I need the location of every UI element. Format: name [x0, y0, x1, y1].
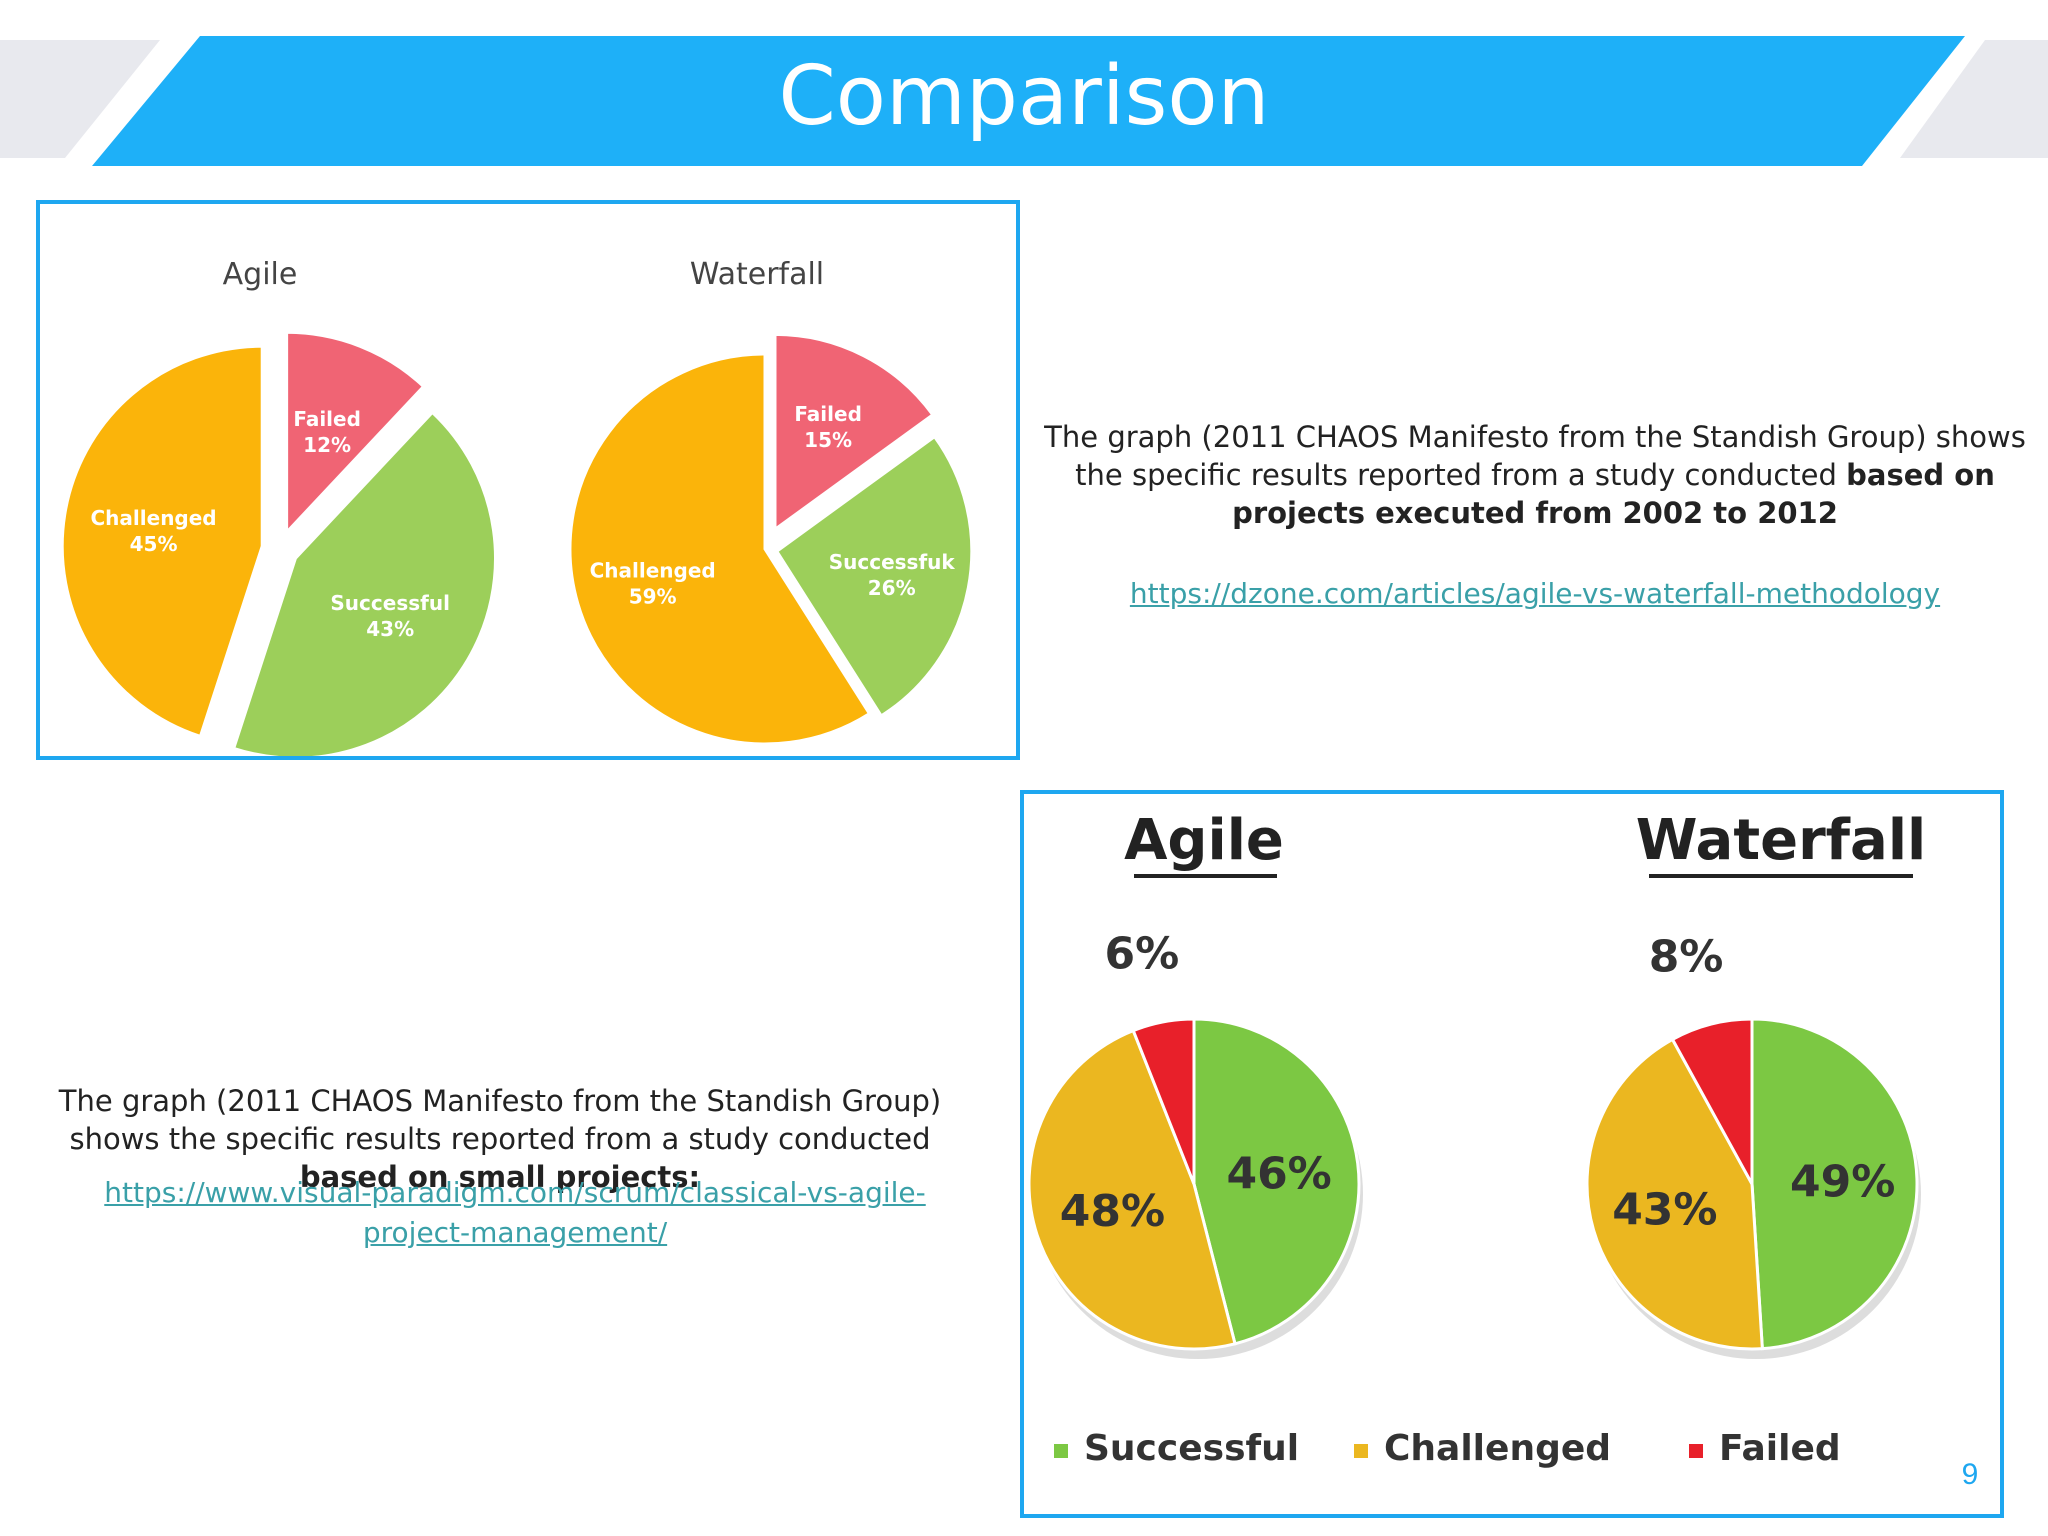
legend-label-successful: Successful [1084, 1428, 1299, 1469]
header-band [0, 36, 2048, 166]
title-underline [1649, 874, 1913, 878]
pie-title-agile: Agile [1124, 808, 1284, 873]
pie-title-waterfall: Waterfall [1636, 808, 1926, 873]
slice-value-label: 49% [1790, 1157, 1895, 1208]
title-underline [1134, 874, 1277, 878]
pie-waterfall-bottom: 49% 43% 8% [1585, 931, 1921, 1359]
slice-value-label: 15% [804, 428, 852, 452]
slide-title: Comparison [778, 49, 1270, 144]
pie-slice-successfuk [774, 434, 974, 718]
legend-swatch-challenged [1354, 1444, 1368, 1458]
caption-bottom: The graph (2011 CHAOS Manifesto from the… [20, 1082, 980, 1196]
slice-label: Failed [794, 402, 862, 426]
caption-bottom-bold: based on small projects: [299, 1160, 701, 1194]
slice-label: Successfuk [829, 550, 956, 574]
slice-value-label: 48% [1060, 1186, 1165, 1237]
pie-pair-bottom: Agile Waterfall 46% 48% 6% 49% 43% 8% Succes… [1027, 808, 1926, 1469]
pie-title-waterfall: Waterfall [690, 257, 824, 292]
slice-value-label: 59% [629, 585, 677, 609]
slice-value-label: 8% [1649, 931, 1724, 982]
pie-slice-failed [1131, 1017, 1196, 1185]
pie-pair-top: Agile Waterfall Failed12%Successful43%Ch… [60, 257, 974, 760]
source-link-visual-paradigm[interactable]: https://www.visual-paradigm.com/scrum/cl… [104, 1176, 926, 1249]
pie-slice-successful [1192, 1017, 1361, 1346]
chart-frame-top: Agile Waterfall Failed 12% Successful 43% Ch… [36, 200, 1020, 760]
page-number: 9 [1961, 1458, 1979, 1491]
pie-slice-successful [1750, 1017, 1919, 1351]
pie-title-agile: Agile [223, 257, 298, 292]
slice-label: Challenged [91, 506, 217, 530]
pie-slice-challenged [60, 344, 264, 739]
legend-label-challenged: Challenged [1384, 1428, 1611, 1469]
caption-top: The graph (2011 CHAOS Manifesto from the… [1040, 418, 2030, 532]
legend-swatch-failed [1689, 1444, 1703, 1458]
legend: Successful Challenged Failed [1054, 1428, 1841, 1469]
slice-label: Challenged [590, 559, 716, 583]
slice-label: Failed [293, 407, 361, 431]
pie-slice-failed [1670, 1017, 1754, 1185]
pie-slice-failed [773, 332, 935, 533]
slice-label: Successful [330, 591, 450, 615]
slice-value-label: 43% [366, 617, 414, 641]
chart-frame-bottom: Agile Waterfall 46% 48% 6% 49% 43% 8% Succes… [1020, 790, 2004, 1518]
source-link-dzone[interactable]: https://dzone.com/articles/agile-vs-wate… [1129, 577, 1941, 610]
pie-slice-challenged [1027, 1028, 1237, 1351]
slice-value-label: 6% [1104, 928, 1179, 979]
caption-top-bold: based on projects executed from 2002 to … [1232, 458, 1995, 530]
slice-value-label: 26% [868, 576, 916, 600]
pie-slice-challenged [1585, 1037, 1764, 1351]
slice-value-label: 12% [303, 433, 351, 457]
title-banner [92, 36, 1965, 166]
pie-agile-bottom: 46% 48% 6% [1027, 928, 1363, 1359]
pie-slice-challenged [568, 352, 872, 746]
caption-top-text: The graph (2011 CHAOS Manifesto from the… [1044, 420, 2026, 492]
slice-value-label: 45% [130, 532, 178, 556]
legend-swatch-successful [1054, 1444, 1068, 1458]
pie-slice-failed [285, 330, 426, 537]
slice-value-label: 43% [1612, 1185, 1717, 1236]
pie-slice-successful [231, 410, 497, 760]
caption-bottom-text: The graph (2011 CHAOS Manifesto from the… [58, 1084, 942, 1156]
legend-label-failed: Failed [1719, 1428, 1841, 1469]
slice-value-label: 46% [1226, 1149, 1331, 1200]
